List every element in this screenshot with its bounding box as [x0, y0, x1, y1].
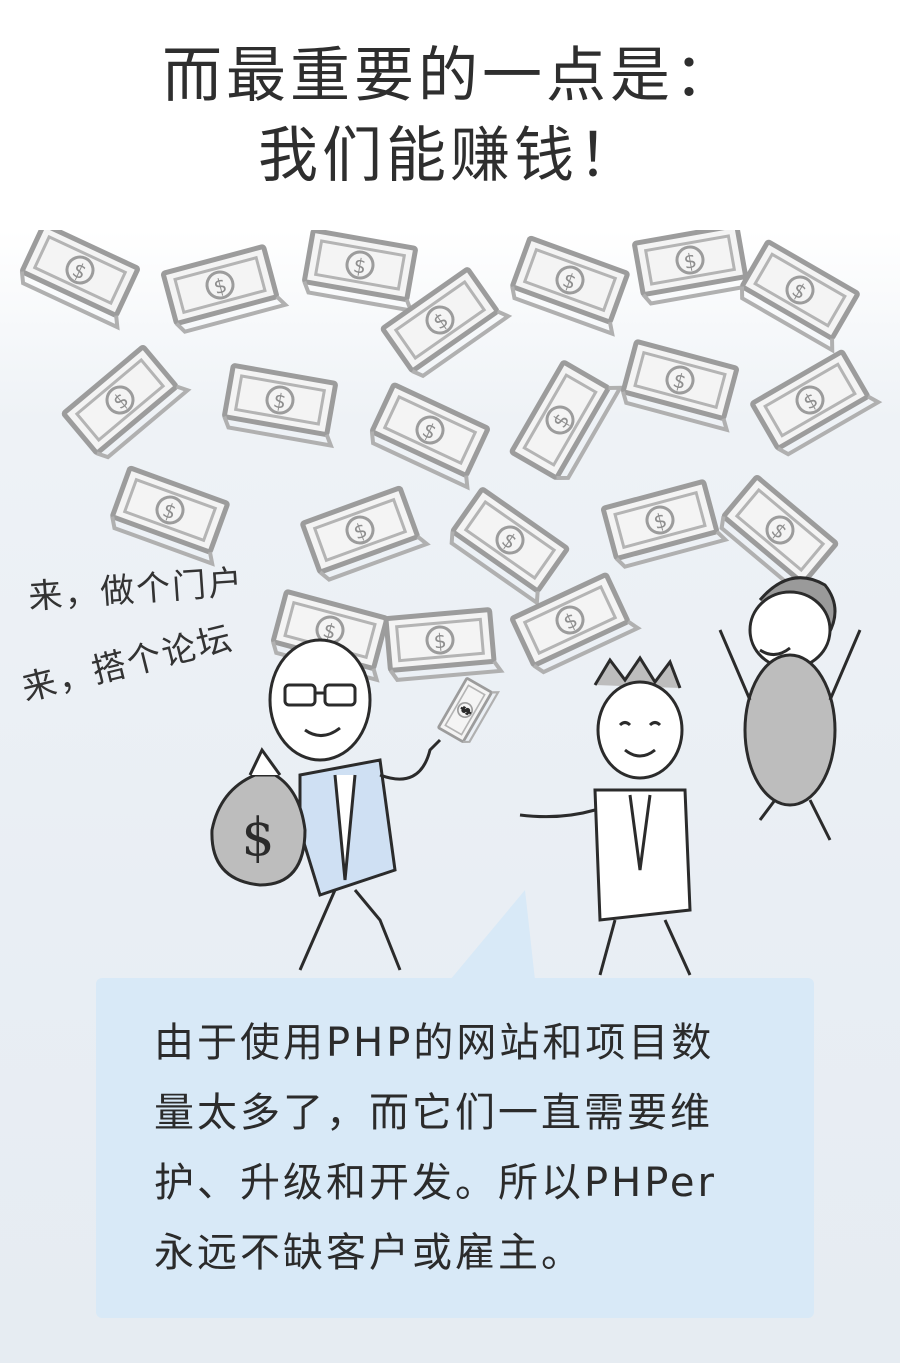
cheering-character: [718, 576, 862, 841]
money-bill-icon: [717, 477, 841, 595]
developer-character: [519, 655, 692, 976]
caption-line-2: 量太多了，而它们一直需要维: [154, 1090, 713, 1136]
money-bill-icon: [603, 480, 725, 568]
money-bill-icon: [18, 230, 144, 327]
money-bill-icon: [303, 230, 422, 310]
money-bill-icon: [737, 241, 863, 350]
caption-line-3: 护、升级和开发。所以PHPer: [154, 1160, 717, 1206]
caption-line-4: 永远不缺客户或雇主。: [154, 1230, 584, 1276]
money-rain-illustration: $: [0, 230, 900, 976]
money-bill-icon: [63, 343, 187, 461]
money-bag-icon: $: [210, 747, 307, 887]
money-bill-icon: [620, 341, 742, 429]
money-bill-icon: [223, 365, 342, 445]
money-bill-icon: [302, 486, 427, 582]
title-line-1: 而最重要的一点是：: [162, 41, 738, 111]
money-bill-icon: [634, 230, 753, 304]
money-bill-icon: [509, 238, 634, 334]
cash-in-hand-icon: [436, 673, 500, 747]
money-bill-icon: [752, 348, 878, 457]
money-bill-icon: [163, 245, 285, 333]
money-bills: [18, 230, 879, 680]
panel-title: 而最重要的一点是： 我们能赚钱！: [0, 36, 900, 196]
caption-line-1: 由于使用PHP的网站和项目数: [154, 1020, 715, 1066]
money-bill-icon: [386, 609, 501, 680]
money-bill-icon: [368, 384, 494, 487]
dollar-sign-icon: $: [241, 808, 274, 868]
money-bill-icon: [511, 357, 620, 483]
caption-text: 由于使用PHP的网站和项目数 量太多了，而它们一直需要维 护、升级和开发。所以P…: [154, 1008, 794, 1288]
title-line-2: 我们能赚钱！: [258, 121, 642, 191]
money-bill-icon: [436, 673, 500, 747]
caption-box: 由于使用PHP的网站和项目数 量太多了，而它们一直需要维 护、升级和开发。所以P…: [96, 978, 814, 1318]
money-bill-icon: [447, 489, 573, 603]
caption-tail: [450, 890, 535, 980]
money-bill-icon: [109, 468, 234, 564]
